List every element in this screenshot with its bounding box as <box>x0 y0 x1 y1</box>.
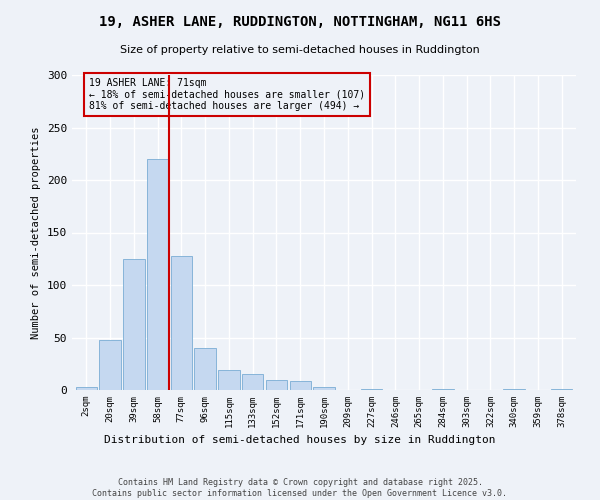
Bar <box>194 348 216 390</box>
Text: Contains HM Land Registry data © Crown copyright and database right 2025.
Contai: Contains HM Land Registry data © Crown c… <box>92 478 508 498</box>
Bar <box>361 389 382 390</box>
Text: 19 ASHER LANE: 71sqm
← 18% of semi-detached houses are smaller (107)
81% of semi: 19 ASHER LANE: 71sqm ← 18% of semi-detac… <box>89 78 365 112</box>
Bar <box>147 159 168 390</box>
Bar <box>100 340 121 390</box>
Bar <box>290 380 311 390</box>
Text: Size of property relative to semi-detached houses in Ruddington: Size of property relative to semi-detach… <box>120 45 480 55</box>
Bar <box>266 380 287 390</box>
Bar <box>76 387 97 390</box>
Bar <box>432 389 454 390</box>
Text: 19, ASHER LANE, RUDDINGTON, NOTTINGHAM, NG11 6HS: 19, ASHER LANE, RUDDINGTON, NOTTINGHAM, … <box>99 15 501 29</box>
Bar <box>242 374 263 390</box>
Y-axis label: Number of semi-detached properties: Number of semi-detached properties <box>31 126 41 339</box>
Bar <box>218 370 239 390</box>
Bar <box>313 387 335 390</box>
Bar <box>551 389 572 390</box>
Bar <box>123 259 145 390</box>
Text: Distribution of semi-detached houses by size in Ruddington: Distribution of semi-detached houses by … <box>104 435 496 445</box>
Bar <box>170 256 192 390</box>
Bar <box>503 389 525 390</box>
